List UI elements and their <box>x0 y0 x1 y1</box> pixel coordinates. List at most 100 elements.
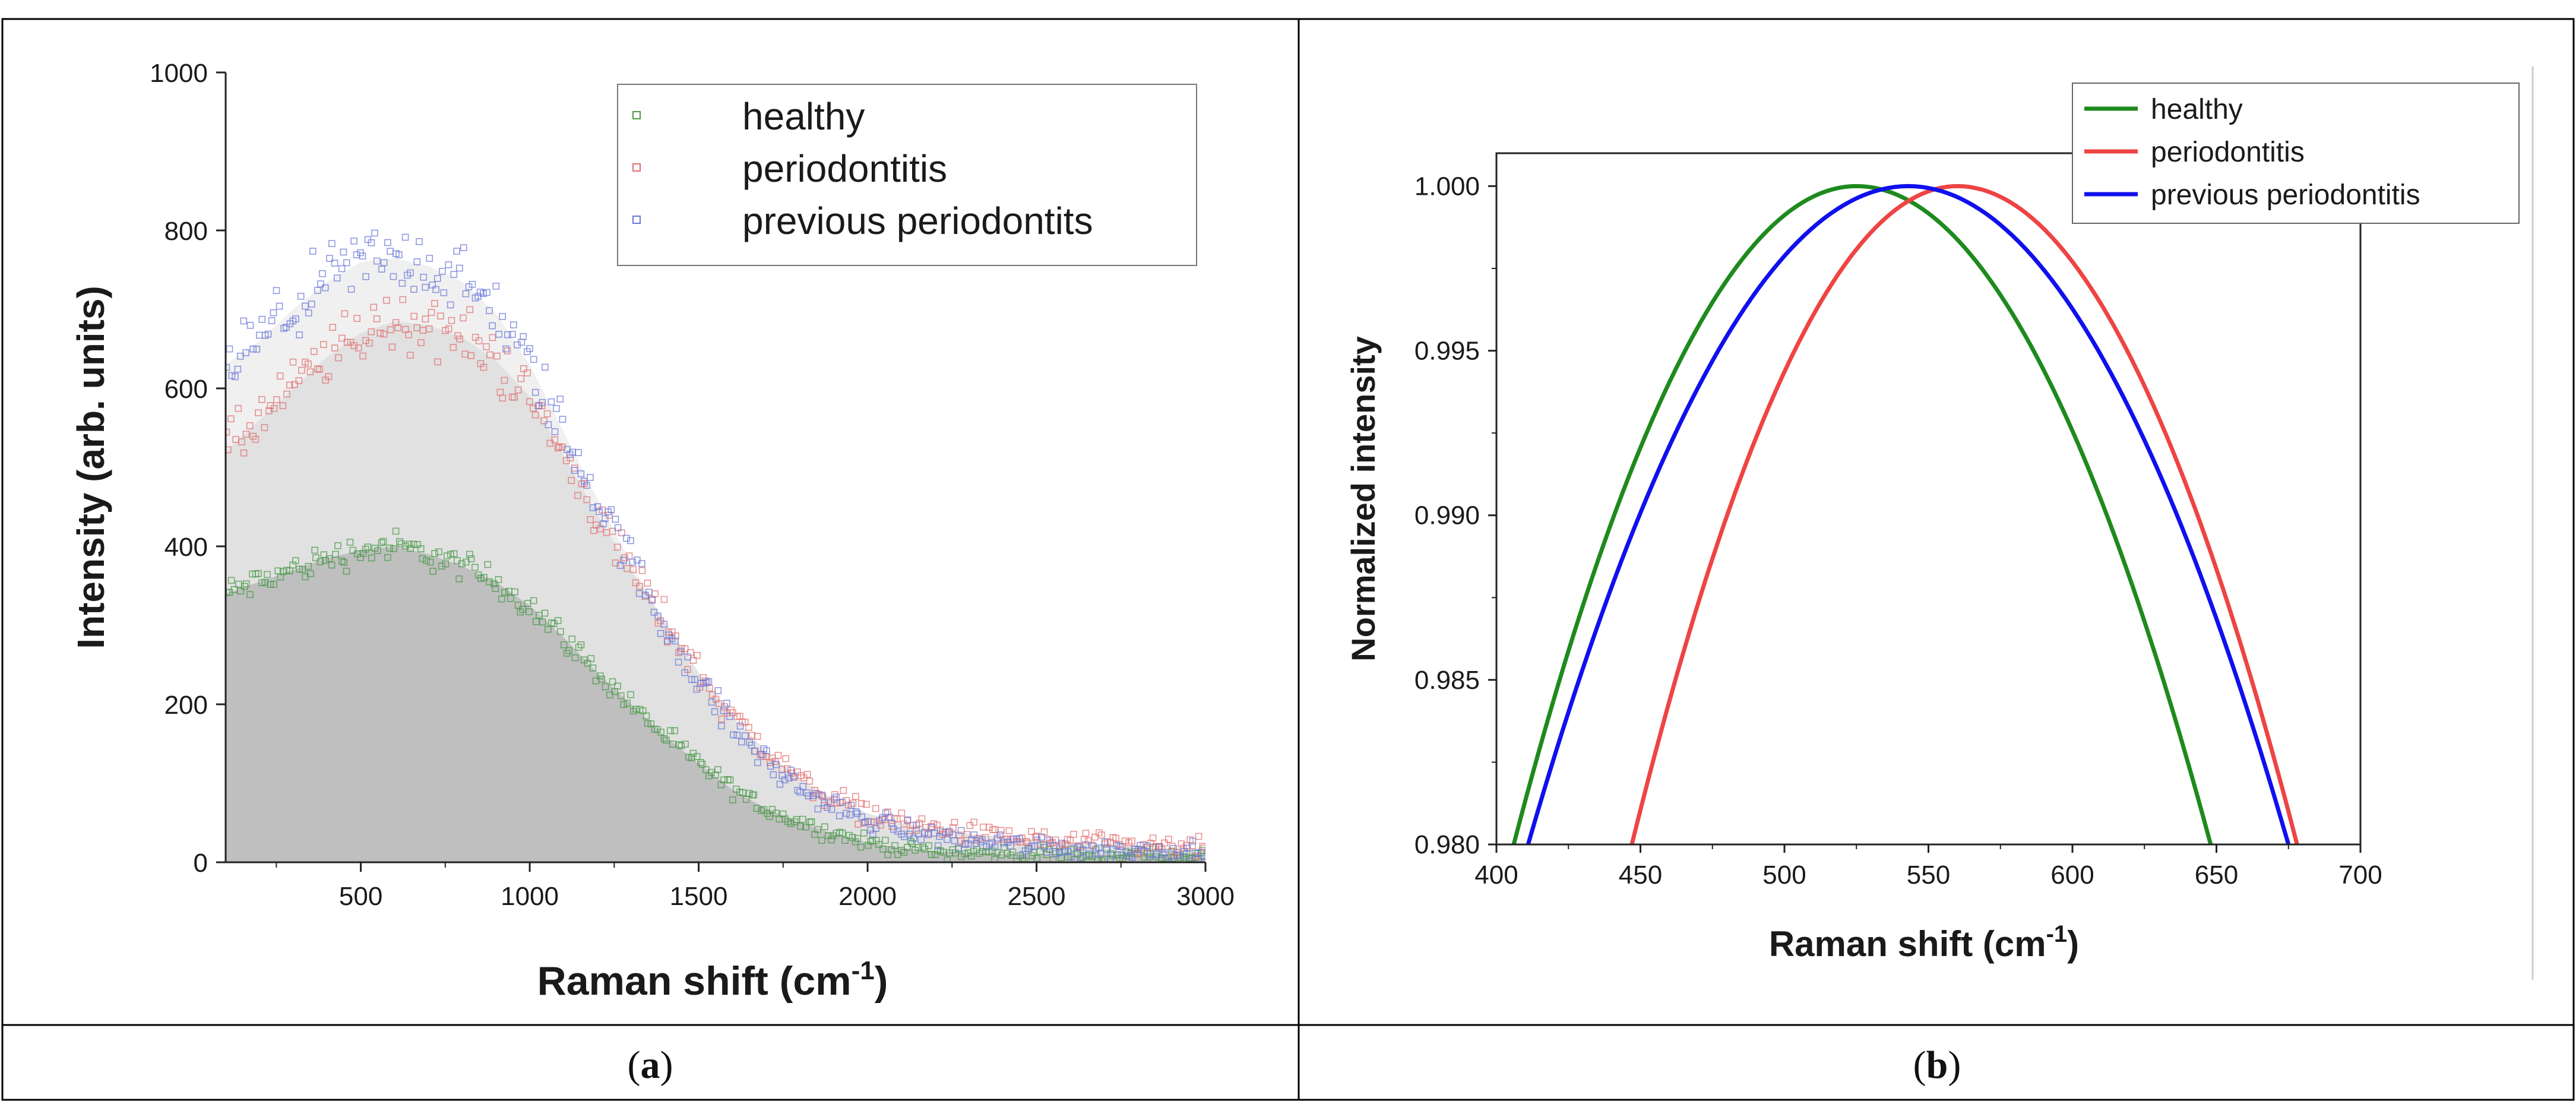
chart-a-point <box>910 834 917 842</box>
chart-a-point <box>879 846 887 853</box>
chart-a-point <box>711 708 719 716</box>
chart-a-x-tick-label: 1000 <box>501 882 559 911</box>
chart-a-point <box>445 325 452 333</box>
chart-b-ticks: 400 450 500 550 600 650 700 0.980 0.985 0.990 0.99… <box>1414 172 2382 890</box>
chart-a-point <box>255 570 262 577</box>
chart-a-point <box>508 331 516 338</box>
chart-a-point <box>712 771 719 779</box>
chart-a-point <box>283 390 290 398</box>
chart-b-legend-label-healthy: healthy <box>2151 94 2243 125</box>
chart-a-point <box>1095 844 1103 852</box>
chart-a-point <box>852 793 859 800</box>
chart-a-point <box>739 789 746 796</box>
chart-a-point <box>460 314 467 322</box>
chart-a-point <box>420 273 428 281</box>
chart-a-point <box>1058 840 1065 847</box>
chart-a-point <box>857 800 865 807</box>
chart-a-point <box>799 783 806 790</box>
chart-a-point <box>808 818 815 825</box>
chart-a-legend-label-periodontitis: periodontitis <box>742 147 947 190</box>
chart-a-point <box>979 848 986 855</box>
chart-a-point <box>416 238 423 245</box>
chart-a-point <box>234 365 242 373</box>
chart-a-point <box>587 515 594 523</box>
chart-a-point <box>433 275 441 282</box>
chart-a-point <box>544 626 552 633</box>
chart-a-point <box>773 761 780 768</box>
chart-a-point <box>607 506 615 514</box>
chart-a-point <box>838 798 846 806</box>
chart-a-point <box>322 556 329 564</box>
chart-a-point <box>814 826 821 833</box>
chart-a-point <box>310 347 318 355</box>
chart-a-point <box>836 799 844 806</box>
chart-a-point <box>1101 839 1109 846</box>
chart-a-point <box>989 847 996 855</box>
chart-a-point <box>443 552 451 560</box>
chart-a-point <box>1161 839 1168 847</box>
chart-a-point <box>405 540 413 548</box>
chart-a-point <box>705 678 713 685</box>
chart-a-point <box>565 647 572 654</box>
chart-a-point <box>1033 833 1040 840</box>
chart-a-point <box>864 818 872 825</box>
chart-a-point <box>296 331 303 338</box>
table-outer-border <box>1 18 2575 1101</box>
chart-a-point <box>490 580 498 587</box>
chart-a-point <box>614 524 622 531</box>
chart-a-point <box>495 576 502 583</box>
chart-a-point <box>554 617 562 624</box>
chart-a-point <box>666 727 674 735</box>
chart-a-point <box>766 813 773 820</box>
chart-a-point <box>486 351 493 359</box>
chart-a-point <box>634 556 641 564</box>
chart-a-point <box>718 722 725 730</box>
chart-a-point <box>422 315 429 323</box>
chart-a-point <box>996 831 1004 839</box>
chart-a-point <box>1021 847 1029 855</box>
chart-a-point <box>227 577 235 584</box>
chart-a-point <box>399 296 407 303</box>
chart-a-point <box>884 808 891 816</box>
chart-a-point <box>677 647 685 655</box>
chart-a-point <box>726 713 733 720</box>
chart-a-point <box>316 366 323 373</box>
chart-a-point <box>1098 831 1105 839</box>
chart-a-point <box>857 843 865 851</box>
chart-a-point <box>741 732 749 739</box>
chart-a-point <box>776 780 784 788</box>
chart-a-point <box>283 324 290 331</box>
chart-a-point <box>828 806 836 813</box>
chart-a-point <box>407 269 414 277</box>
chart-a-x-tick-label: 500 <box>339 882 382 911</box>
chart-a-point <box>1056 849 1063 856</box>
chart-a-point <box>977 838 985 846</box>
chart-a-point <box>343 568 350 575</box>
chart-a-point <box>882 809 890 817</box>
chart-a-point <box>387 248 394 255</box>
chart-a-point <box>362 273 369 280</box>
chart-b-legend-label-previous: previous periodontitis <box>2151 179 2420 211</box>
chart-a-y-tick-label: 1000 <box>150 59 208 88</box>
chart-a-point <box>539 618 546 626</box>
chart-a-point <box>1176 852 1183 859</box>
chart-a-point <box>1128 837 1135 845</box>
chart-a-point <box>483 289 490 296</box>
chart-a-point <box>276 372 284 380</box>
chart-a-point <box>589 665 597 672</box>
chart-a-point <box>340 248 347 256</box>
chart-a-point <box>338 558 346 565</box>
chart-a-point <box>509 321 517 328</box>
chart-a-point <box>790 773 798 780</box>
chart-a-point <box>255 409 262 416</box>
chart-a-point <box>718 716 726 723</box>
chart-a-point <box>364 543 372 551</box>
chart-a-point <box>944 856 951 862</box>
chart-a-point <box>434 358 442 366</box>
chart-a-point <box>546 439 554 447</box>
chart-a-point <box>1198 849 1205 856</box>
chart-a-point <box>638 560 645 567</box>
chart-a-point <box>437 312 444 320</box>
chart-a-point <box>754 759 761 767</box>
chart-a-point <box>270 309 277 317</box>
